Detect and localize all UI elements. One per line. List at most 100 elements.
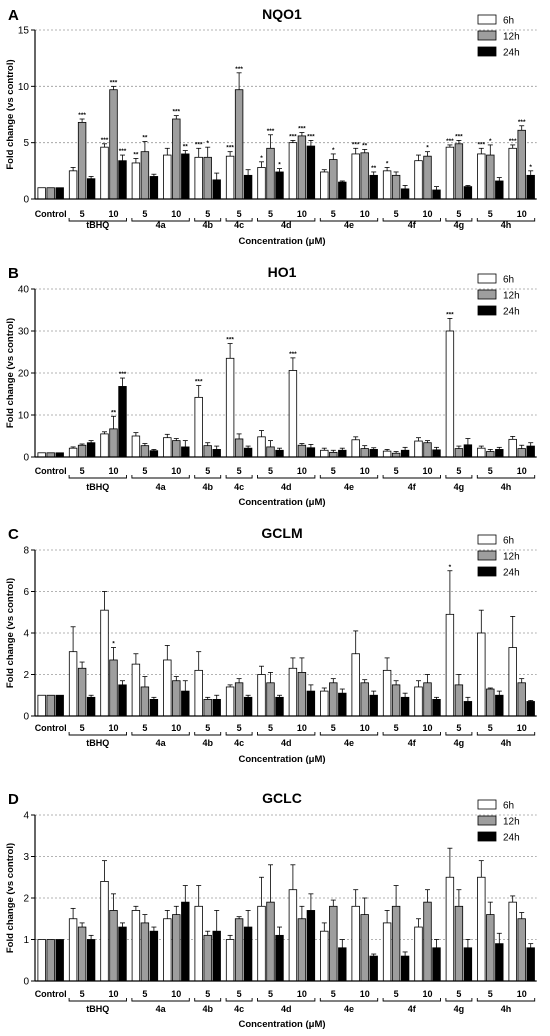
bar bbox=[486, 154, 495, 200]
bar bbox=[400, 955, 410, 982]
bar bbox=[445, 613, 455, 717]
bar bbox=[454, 684, 464, 717]
bar bbox=[423, 155, 432, 200]
group-bracket bbox=[131, 998, 190, 1002]
bar bbox=[369, 174, 378, 200]
legend-label: 6h bbox=[503, 275, 514, 286]
x-tick-label: 5 bbox=[237, 466, 242, 476]
group-label: 4e bbox=[344, 220, 354, 230]
group-label: 4d bbox=[281, 1004, 292, 1014]
bar bbox=[275, 171, 284, 200]
group-label: 4d bbox=[281, 738, 292, 748]
legend-label: 6h bbox=[503, 536, 514, 547]
significance-label: *** bbox=[352, 141, 360, 148]
bar bbox=[55, 187, 64, 200]
group-label: 4d bbox=[281, 482, 292, 492]
bar bbox=[109, 659, 118, 717]
x-tick-label: 10 bbox=[517, 723, 527, 733]
bar bbox=[140, 922, 150, 982]
group-label: 4b bbox=[202, 482, 213, 492]
bar bbox=[369, 694, 378, 717]
bar bbox=[37, 187, 46, 200]
x-tick-label: 10 bbox=[360, 466, 370, 476]
significance-label: *** bbox=[226, 337, 234, 344]
chart-title: NQO1 bbox=[262, 6, 302, 22]
significance-label: *** bbox=[195, 141, 203, 148]
significance-label: * bbox=[489, 138, 492, 145]
group-label: 4h bbox=[501, 1004, 512, 1014]
panel-letter: B bbox=[8, 265, 19, 282]
bar bbox=[100, 881, 109, 982]
group-bracket bbox=[445, 475, 473, 479]
bar bbox=[37, 939, 46, 982]
group-label: tBHQ bbox=[86, 482, 109, 492]
bar bbox=[423, 682, 432, 717]
group-label: 4c bbox=[234, 1004, 244, 1014]
group-label: 4b bbox=[202, 1004, 213, 1014]
x-tick-label: 10 bbox=[171, 209, 181, 219]
bar bbox=[172, 440, 181, 458]
group-bracket bbox=[476, 998, 536, 1002]
group-bracket bbox=[194, 732, 222, 736]
bar bbox=[68, 170, 78, 200]
bar bbox=[172, 680, 181, 717]
significance-label: *** bbox=[509, 138, 517, 145]
significance-label: *** bbox=[289, 351, 297, 358]
group-label: tBHQ bbox=[86, 1004, 109, 1014]
bar bbox=[369, 955, 378, 982]
y-tick-label: 4 bbox=[23, 811, 29, 822]
y-tick-label: 2 bbox=[23, 670, 29, 681]
bar bbox=[257, 905, 266, 982]
bar bbox=[320, 690, 329, 717]
x-tick-label: 5 bbox=[488, 989, 493, 999]
x-tick-label: 5 bbox=[142, 723, 147, 733]
group-bracket bbox=[257, 732, 316, 736]
bar bbox=[194, 156, 203, 200]
group-label: 4g bbox=[454, 482, 465, 492]
group-bracket bbox=[257, 998, 316, 1002]
x-tick-label: Control bbox=[35, 723, 67, 733]
bar bbox=[320, 449, 329, 458]
bar bbox=[172, 914, 181, 982]
bar bbox=[118, 684, 127, 717]
bar bbox=[477, 447, 486, 458]
x-tick-label: 10 bbox=[422, 209, 432, 219]
bar bbox=[423, 901, 432, 982]
bar bbox=[68, 651, 78, 717]
bar bbox=[46, 694, 55, 717]
significance-label: * bbox=[449, 564, 452, 571]
significance-label: *** bbox=[101, 137, 109, 144]
bar bbox=[445, 146, 455, 200]
group-label: 4h bbox=[501, 738, 512, 748]
bar bbox=[163, 437, 172, 458]
bar bbox=[257, 436, 266, 458]
group-bracket bbox=[382, 475, 441, 479]
bar bbox=[46, 939, 55, 982]
x-tick-label: 5 bbox=[237, 723, 242, 733]
bar bbox=[275, 934, 284, 982]
x-tick-label: 10 bbox=[297, 989, 307, 999]
x-tick-label: 10 bbox=[360, 209, 370, 219]
panel-letter: D bbox=[8, 791, 19, 808]
bar bbox=[212, 930, 221, 982]
legend-swatch bbox=[477, 273, 497, 284]
chart-panel-c: C GCLM 0 2 4 6 8 Fold change (vs control) * * Cont… bbox=[5, 525, 537, 765]
bar bbox=[477, 153, 486, 200]
bar bbox=[149, 450, 159, 458]
bar bbox=[320, 171, 329, 200]
bar bbox=[329, 682, 338, 717]
group-label: 4g bbox=[454, 1004, 465, 1014]
bar bbox=[463, 947, 473, 982]
significance-label: *** bbox=[235, 66, 243, 73]
bar bbox=[338, 692, 347, 717]
x-axis-label: Concentration (μM) bbox=[238, 1019, 325, 1030]
bar bbox=[382, 922, 392, 982]
bar bbox=[517, 918, 526, 982]
x-tick-label: 10 bbox=[297, 466, 307, 476]
bar bbox=[163, 659, 172, 717]
group-label: tBHQ bbox=[86, 220, 109, 230]
group-label: 4h bbox=[501, 482, 512, 492]
group-label: 4c bbox=[234, 738, 244, 748]
